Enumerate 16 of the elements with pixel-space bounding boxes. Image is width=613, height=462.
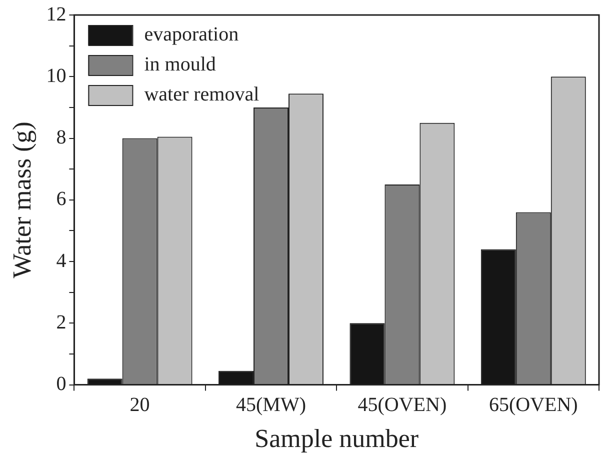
- x-axis-title: Sample number: [254, 424, 419, 454]
- y-tick-label: 6: [56, 188, 66, 210]
- x-tick-label: 65(OVEN): [488, 394, 578, 416]
- x-tick-label: 45(MW): [236, 394, 306, 416]
- y-axis-title: Water mass (g): [7, 122, 36, 278]
- y-tick-label: 12: [46, 3, 66, 26]
- x-tick-label: 20: [130, 394, 150, 416]
- y-tick-label: 10: [46, 64, 66, 87]
- y-tick-label: 8: [56, 126, 66, 149]
- legend-label: water removal: [144, 83, 260, 106]
- legend-label: in mould: [144, 53, 216, 76]
- y-tick-label: 0: [56, 373, 66, 396]
- legend-label: evaporation: [144, 23, 239, 46]
- y-tick-label: 2: [56, 311, 66, 334]
- x-tick-label: 45(OVEN): [358, 394, 447, 416]
- y-tick-label: 4: [56, 250, 66, 272]
